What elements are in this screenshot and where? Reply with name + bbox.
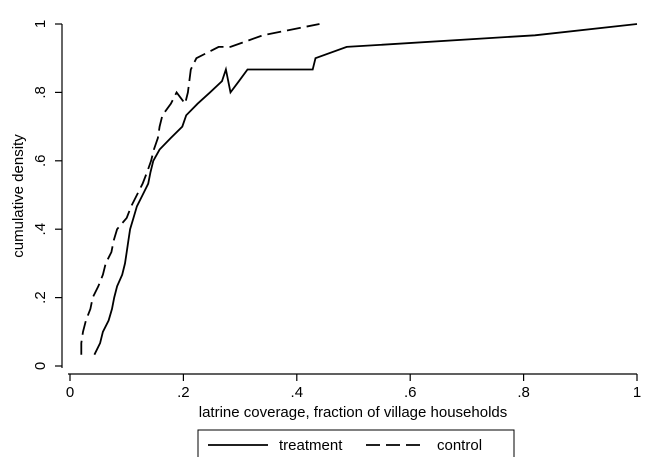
x-axis-label: latrine coverage, fraction of village ho… xyxy=(199,404,508,421)
legend-label-control: control xyxy=(437,437,482,454)
x-tick-label: 1 xyxy=(633,384,641,401)
legend-label-treatment: treatment xyxy=(279,437,343,454)
y-tick-label: .6 xyxy=(32,155,49,168)
y-tick-label: 0 xyxy=(32,362,49,370)
y-tick-label: .2 xyxy=(32,291,49,304)
series-line-treatment xyxy=(93,23,638,356)
x-axis-ticks: 0 .2 .4 .6 .8 1 xyxy=(66,374,641,401)
x-tick-label: .8 xyxy=(517,384,530,401)
x-tick-label: 0 xyxy=(66,384,74,401)
x-tick-label: .6 xyxy=(404,384,417,401)
x-tick-label: .4 xyxy=(291,384,304,401)
y-axis-label: cumulative density xyxy=(10,134,27,258)
x-tick-label: .2 xyxy=(177,384,190,401)
legend: treatment control xyxy=(197,429,515,457)
series-layer xyxy=(80,23,638,356)
y-tick-label: .8 xyxy=(32,86,49,99)
y-tick-label: 1 xyxy=(32,20,49,28)
y-tick-label: .4 xyxy=(32,223,49,236)
series-line-control xyxy=(80,23,320,355)
y-axis-ticks: 0 .2 .4 .6 .8 1 xyxy=(32,20,62,370)
legend-box xyxy=(197,429,515,457)
